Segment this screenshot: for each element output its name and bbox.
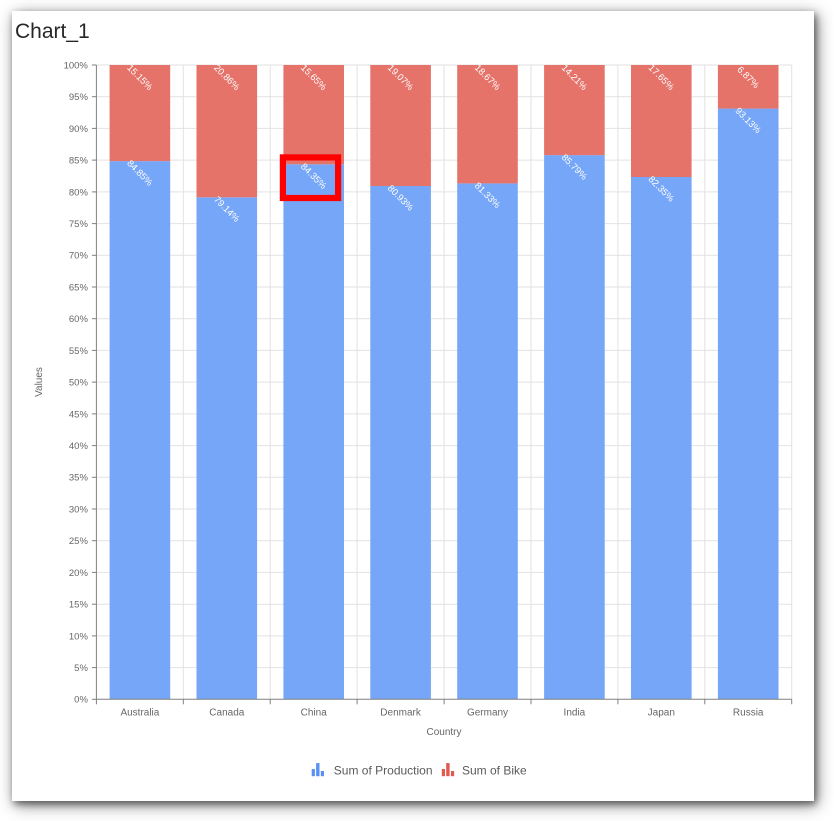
svg-text:China: China — [301, 708, 328, 719]
svg-text:Canada: Canada — [209, 708, 244, 719]
svg-text:Germany: Germany — [467, 708, 508, 719]
svg-text:Country: Country — [426, 727, 461, 738]
svg-text:20%: 20% — [69, 568, 89, 579]
svg-text:Values: Values — [34, 367, 45, 397]
svg-text:95%: 95% — [69, 92, 89, 103]
svg-text:Australia: Australia — [120, 708, 159, 719]
svg-text:Russia: Russia — [733, 708, 764, 719]
svg-text:75%: 75% — [69, 219, 89, 230]
svg-text:40%: 40% — [69, 441, 89, 452]
svg-text:100%: 100% — [64, 60, 89, 71]
svg-text:50%: 50% — [69, 378, 89, 389]
svg-text:85%: 85% — [69, 156, 89, 167]
svg-text:Denmark: Denmark — [380, 708, 422, 719]
svg-text:10%: 10% — [69, 631, 89, 642]
svg-text:Japan: Japan — [648, 708, 675, 719]
svg-text:15%: 15% — [69, 600, 89, 611]
svg-text:70%: 70% — [69, 251, 89, 262]
svg-text:65%: 65% — [69, 282, 89, 293]
svg-text:80%: 80% — [69, 187, 89, 198]
svg-text:0%: 0% — [74, 695, 88, 706]
svg-text:55%: 55% — [69, 346, 89, 357]
svg-text:90%: 90% — [69, 124, 89, 135]
svg-text:Sum of Production: Sum of Production — [334, 764, 433, 778]
svg-text:60%: 60% — [69, 314, 89, 325]
svg-text:30%: 30% — [69, 504, 89, 515]
svg-text:35%: 35% — [69, 473, 89, 484]
svg-text:5%: 5% — [74, 663, 88, 674]
svg-text:India: India — [564, 708, 586, 719]
svg-text:25%: 25% — [69, 536, 89, 547]
svg-text:Chart_1: Chart_1 — [15, 20, 90, 43]
svg-text:45%: 45% — [69, 409, 89, 420]
svg-text:Sum of Bike: Sum of Bike — [462, 764, 527, 778]
